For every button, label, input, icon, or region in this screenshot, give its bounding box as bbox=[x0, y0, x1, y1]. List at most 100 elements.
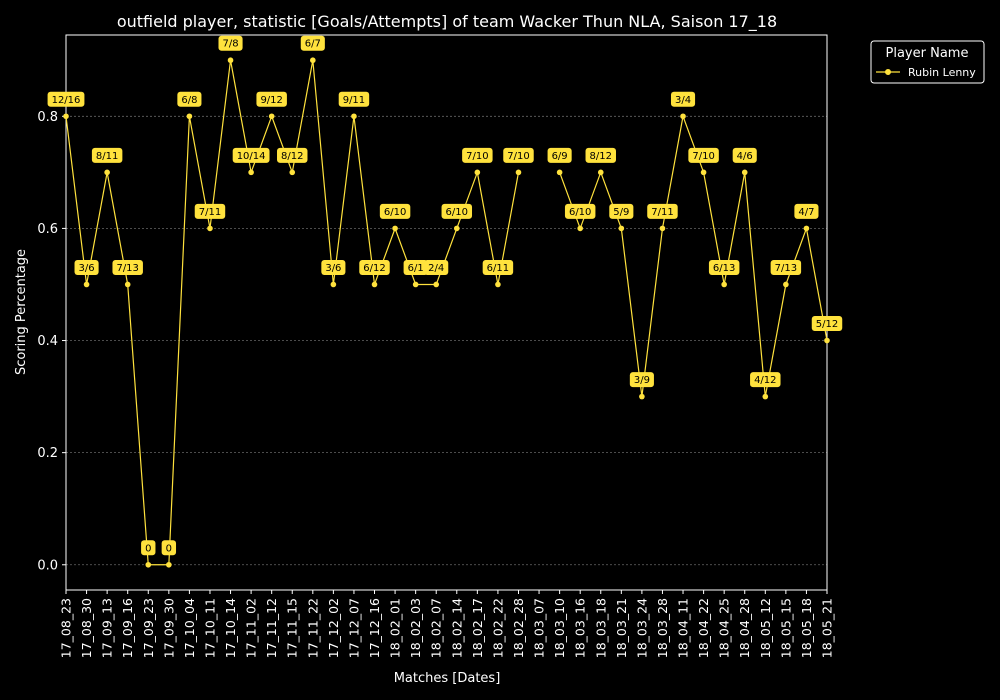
data-label-text: 6/13 bbox=[713, 263, 735, 274]
data-point bbox=[639, 393, 645, 400]
data-label: 5/12 bbox=[811, 316, 843, 332]
data-label-text: 3/6 bbox=[325, 263, 341, 274]
y-axis-label: Scoring Percentage bbox=[14, 249, 29, 375]
data-label-text: 9/11 bbox=[343, 95, 365, 106]
data-label: 8/11 bbox=[91, 147, 123, 163]
data-label-box bbox=[547, 147, 572, 163]
x-axis-label: Matches [Dates] bbox=[394, 671, 501, 686]
data-point bbox=[515, 169, 522, 176]
data-label-text: 8/12 bbox=[281, 151, 303, 162]
x-tick-label: 17_09_23 bbox=[141, 598, 156, 658]
data-label-box bbox=[462, 147, 493, 163]
x-tick-label: 18_02_17 bbox=[470, 598, 485, 658]
data-point bbox=[762, 393, 769, 400]
data-point bbox=[597, 169, 604, 176]
x-tick-label: 17_10_11 bbox=[202, 598, 217, 658]
data-label-text: 7/10 bbox=[507, 151, 529, 162]
data-label: 3/6 bbox=[321, 259, 346, 275]
data-label: 7/13 bbox=[112, 259, 143, 275]
data-label-text: 7/11 bbox=[199, 207, 221, 218]
x-tick-label: 18_02_01 bbox=[388, 598, 403, 658]
x-tick-label: 17_11_12 bbox=[264, 598, 279, 658]
data-point bbox=[721, 281, 727, 288]
data-point bbox=[700, 169, 707, 176]
x-tick-label: 17_08_30 bbox=[79, 598, 94, 658]
data-label-text: 0 bbox=[166, 543, 172, 554]
data-label-box bbox=[74, 259, 99, 275]
data-label-text: 0 bbox=[145, 543, 151, 554]
data-point bbox=[783, 281, 789, 288]
x-tick-label: 18_04_25 bbox=[717, 598, 732, 658]
data-label: 7/10 bbox=[462, 147, 493, 163]
data-label-box bbox=[91, 147, 123, 163]
data-label: 7/10 bbox=[503, 147, 534, 163]
data-label-text: 6/12 bbox=[363, 263, 385, 274]
data-label: 0 bbox=[141, 540, 156, 556]
data-label-text: 7/11 bbox=[651, 207, 673, 218]
data-labels: 12/16 3/6 8/11 7/13 0 0 6/8 7/11 7/8 10/14 9/12 8/1… bbox=[47, 35, 843, 556]
data-label-box bbox=[321, 259, 346, 275]
data-label-text: 6/10 bbox=[384, 207, 406, 218]
data-label: 4/12 bbox=[750, 372, 781, 388]
data-label-text: 4/6 bbox=[737, 151, 753, 162]
data-point bbox=[495, 281, 501, 288]
data-point bbox=[680, 113, 686, 120]
data-label-box bbox=[441, 203, 473, 219]
y-axis: 0.0 0.2 0.4 0.6 0.8 bbox=[37, 110, 66, 573]
data-label-box bbox=[277, 147, 308, 163]
data-point bbox=[227, 57, 234, 64]
data-label: 6/1 bbox=[403, 259, 428, 275]
data-label-box bbox=[750, 372, 781, 388]
data-label-box bbox=[161, 540, 177, 556]
data-label-box bbox=[403, 259, 428, 275]
x-tick-label: 17_11_22 bbox=[305, 598, 320, 658]
data-label: 7/8 bbox=[218, 35, 243, 51]
data-label: 3/9 bbox=[629, 372, 654, 388]
data-label-text: 6/1 bbox=[408, 263, 424, 274]
data-label: 9/11 bbox=[338, 91, 370, 107]
data-label-box bbox=[482, 259, 514, 275]
x-tick-label: 18_03_07 bbox=[532, 598, 547, 658]
data-label-box bbox=[609, 203, 634, 219]
data-label-text: 6/7 bbox=[305, 39, 321, 50]
y-tick-label: 0.2 bbox=[37, 446, 58, 461]
x-tick-label: 18_02_14 bbox=[449, 598, 464, 658]
x-tick-label: 18_02_22 bbox=[490, 598, 505, 658]
x-tick-label: 17_08_23 bbox=[59, 598, 74, 658]
x-tick-label: 18_05_18 bbox=[799, 598, 814, 658]
data-label: 4/6 bbox=[732, 147, 757, 163]
data-label-box bbox=[379, 203, 411, 219]
data-label: 6/7 bbox=[300, 35, 325, 51]
x-tick-label: 18_02_07 bbox=[429, 598, 444, 658]
x-tick-label: 18_04_28 bbox=[737, 598, 752, 658]
data-label-box bbox=[112, 259, 143, 275]
data-label-box bbox=[359, 259, 390, 275]
data-point bbox=[289, 169, 296, 176]
data-label-box bbox=[688, 147, 719, 163]
x-tick-label: 18_03_16 bbox=[573, 598, 588, 658]
data-point bbox=[577, 225, 583, 232]
data-point bbox=[824, 337, 830, 344]
series-line bbox=[559, 114, 828, 397]
data-label-box bbox=[424, 259, 449, 275]
x-tick-label: 17_10_14 bbox=[223, 598, 238, 658]
data-label-text: 3/6 bbox=[79, 263, 95, 274]
data-label-text: 8/12 bbox=[590, 151, 612, 162]
data-label: 7/11 bbox=[194, 203, 226, 219]
data-point bbox=[412, 281, 419, 288]
data-label-box bbox=[218, 35, 243, 51]
x-tick-label: 17_12_16 bbox=[367, 598, 382, 658]
data-label: 6/11 bbox=[482, 259, 514, 275]
data-label: 7/13 bbox=[770, 259, 802, 275]
data-label-text: 12/16 bbox=[52, 95, 81, 106]
data-label: 3/4 bbox=[670, 91, 696, 107]
y-tick-label: 0.0 bbox=[37, 558, 58, 573]
data-label: 9/12 bbox=[256, 91, 287, 107]
y-tick-label: 0.6 bbox=[37, 222, 58, 237]
data-label: 6/10 bbox=[379, 203, 411, 219]
x-tick-label: 18_05_12 bbox=[758, 598, 773, 658]
data-label-box bbox=[564, 203, 596, 219]
x-tick-label: 18_03_10 bbox=[552, 598, 567, 658]
